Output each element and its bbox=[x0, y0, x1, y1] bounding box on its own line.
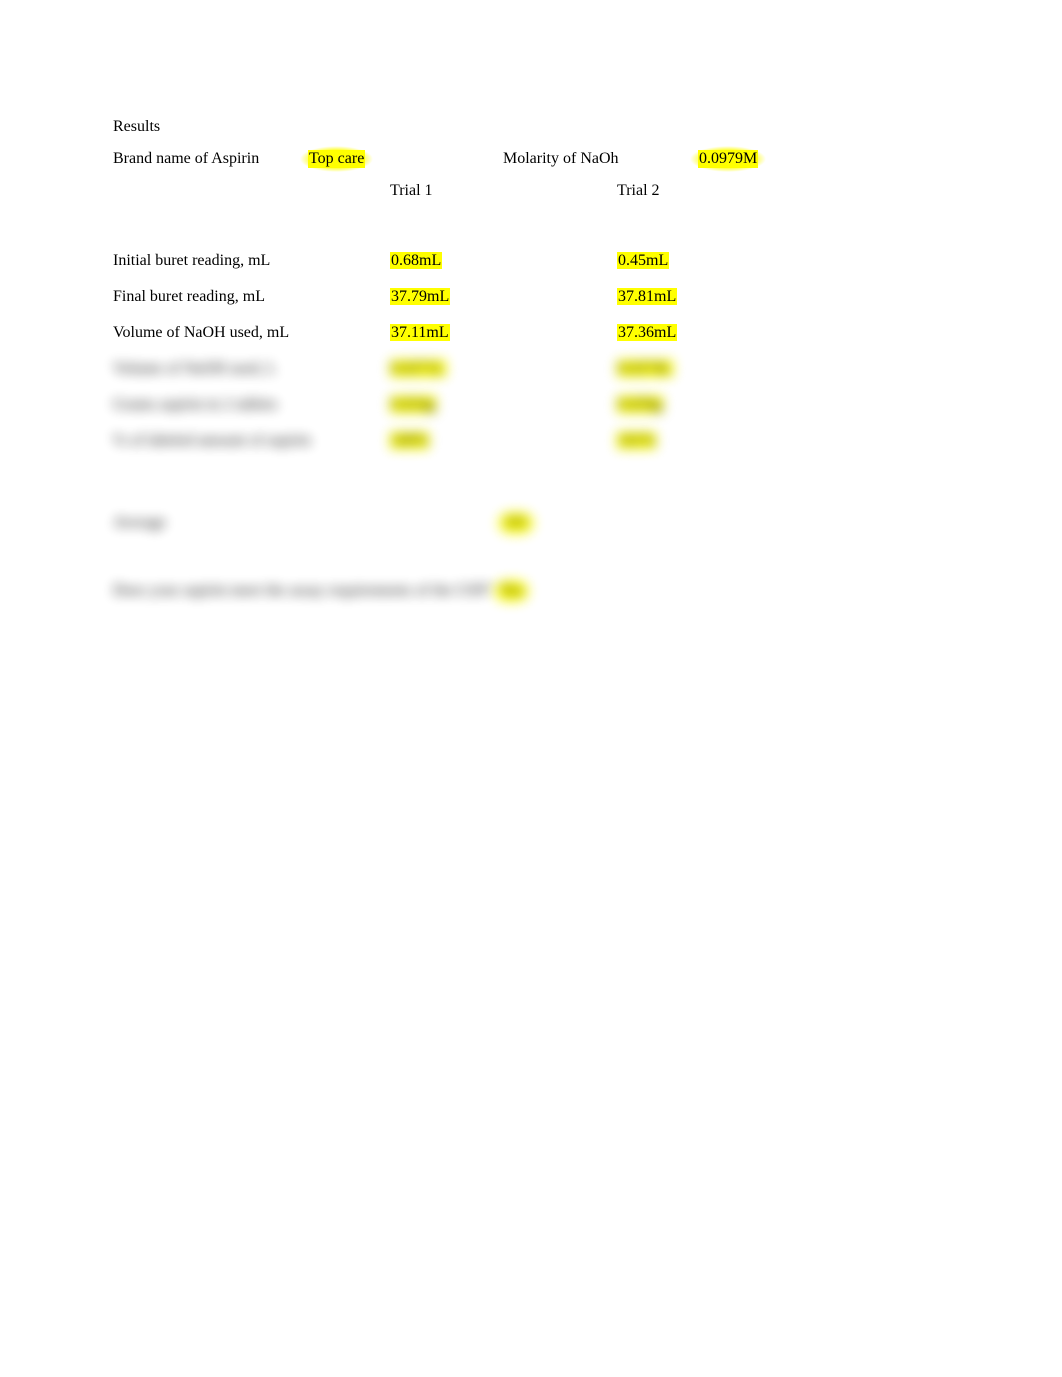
table-row: Initial buret reading, mL0.68mL 0.45mL bbox=[113, 250, 949, 272]
molarity-label: Molarity of NaOh bbox=[503, 150, 698, 168]
trial-1-cell: 37.11mL bbox=[390, 324, 617, 342]
table-row: Grams aspirin in 2 tablets0.654g 0.659g bbox=[113, 394, 949, 416]
trial-header-row: Trial 1 Trial 2 bbox=[113, 182, 949, 200]
average-value: 101 bbox=[503, 514, 529, 532]
trial-2-cell: 101% bbox=[617, 432, 844, 450]
trial-2-cell: 37.81mL bbox=[617, 288, 844, 306]
average-row: Average 101 bbox=[113, 514, 949, 532]
trial-2-value: 0.659g bbox=[617, 396, 663, 413]
molarity-value: 0.0979M bbox=[698, 150, 758, 168]
trial-2-cell: 0.0374L bbox=[617, 360, 844, 378]
trial-2-cell: 0.659g bbox=[617, 396, 844, 414]
trial-1-cell: 100% bbox=[390, 432, 617, 450]
row-label: Final buret reading, mL bbox=[113, 288, 390, 306]
trial-2-cell: 0.45mL bbox=[617, 252, 844, 270]
brand-value-cell: Top care bbox=[308, 150, 503, 168]
row-label: Volume of NaOH used, mL bbox=[113, 324, 390, 342]
trial-1-value: 100% bbox=[390, 432, 429, 449]
row-label: Grams aspirin in 2 tablets bbox=[113, 396, 390, 414]
trial-1-cell: 0.68mL bbox=[390, 252, 617, 270]
trial-2-value: 0.45mL bbox=[617, 252, 669, 269]
question-row: Does your aspirin meet the assay require… bbox=[113, 582, 949, 600]
row-label: % of labeled amount of aspirin bbox=[113, 432, 390, 450]
spacer bbox=[113, 182, 390, 200]
trial-1-cell: 0.0371L bbox=[390, 360, 617, 378]
trial-2-value: 37.81mL bbox=[617, 288, 677, 305]
table-row: Volume of NaOH used, L0.0371L 0.0374L bbox=[113, 358, 949, 380]
trial-2-cell: 37.36mL bbox=[617, 324, 844, 342]
average-value-cell: 101 bbox=[503, 514, 529, 532]
question-value: Yes bbox=[499, 582, 524, 600]
row-label: Initial buret reading, mL bbox=[113, 252, 390, 270]
average-label: Average bbox=[113, 514, 503, 532]
trial-1-cell: 0.654g bbox=[390, 396, 617, 414]
brand-label: Brand name of Aspirin bbox=[113, 150, 308, 168]
section-title: Results bbox=[113, 118, 949, 136]
question-label: Does your aspirin meet the assay require… bbox=[113, 582, 493, 600]
table-row: Volume of NaOH used, mL37.11mL 37.36mL bbox=[113, 322, 949, 344]
trial-1-value: 0.68mL bbox=[390, 252, 442, 269]
trial-1-header: Trial 1 bbox=[390, 182, 617, 200]
trial-2-value: 101% bbox=[617, 432, 656, 449]
trial-1-value: 0.0371L bbox=[390, 360, 446, 377]
molarity-value-cell: 0.0979M bbox=[698, 150, 758, 168]
table-row: Final buret reading, mL37.79mL 37.81mL bbox=[113, 286, 949, 308]
trial-2-value: 0.0374L bbox=[617, 360, 673, 377]
header-row: Brand name of Aspirin Top care Molarity … bbox=[113, 150, 949, 168]
trial-2-header: Trial 2 bbox=[617, 182, 844, 200]
brand-value: Top care bbox=[308, 150, 365, 168]
trial-1-value: 37.11mL bbox=[390, 324, 450, 341]
trial-1-value: 37.79mL bbox=[390, 288, 450, 305]
table-row: % of labeled amount of aspirin100% 101% bbox=[113, 430, 949, 452]
row-label: Volume of NaOH used, L bbox=[113, 360, 390, 378]
trial-2-value: 37.36mL bbox=[617, 324, 677, 341]
trial-1-value: 0.654g bbox=[390, 396, 436, 413]
trial-1-cell: 37.79mL bbox=[390, 288, 617, 306]
